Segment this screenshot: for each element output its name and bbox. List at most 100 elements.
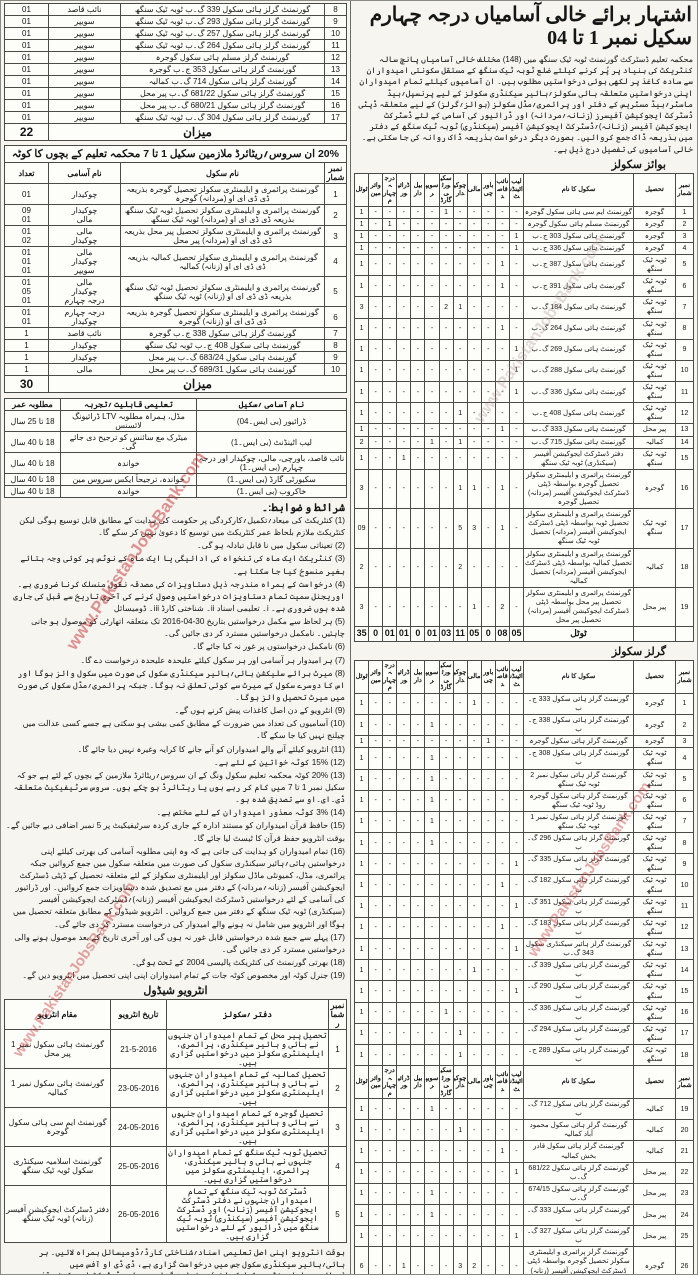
table-cell: - [494, 241, 510, 255]
column-header-cell: چوکیدار [452, 1065, 468, 1100]
table-cell: سویپر [48, 39, 121, 52]
table-cell: 08 [494, 626, 510, 642]
table-row: خاکروب (بی ایس۔1) خواندہ 18 تا 40 سال [4, 485, 347, 498]
table-cell: 01 05 01 [4, 276, 49, 307]
table-row: 13 ٹوبہ ٹیک سنگھ گورنمنٹ گرلز ہائیر سیکنڈر… [353, 938, 694, 961]
table-cell: ٹوبہ ٹیک سنگھ [633, 980, 676, 1003]
table-cell: 11 [675, 381, 694, 404]
table-cell: 7 [675, 810, 694, 834]
table-cell: سویپر [48, 51, 121, 64]
table-cell: - [494, 296, 510, 319]
table-cell: 09 01 [4, 204, 49, 226]
qualifications-table: نام آسامی ؍سکیل تعلیمی قابلیت ؍تجربہ مطلوب… [4, 398, 347, 498]
table-cell: - [410, 810, 426, 834]
table-cell: گورنمنٹ گرلز ہائی سکول 308 ج۔ب [523, 747, 634, 770]
table-cell: - [396, 714, 412, 737]
table-cell: 18 [675, 1043, 694, 1067]
table-cell: گورنمنٹ گرلز ہائی سکول 712 گ۔ب [523, 1098, 634, 1121]
table-cell: - [396, 735, 412, 749]
table-cell: - [424, 241, 440, 255]
table-cell: - [424, 938, 440, 961]
table-cell: 13 [675, 938, 694, 961]
table-cell: - [438, 692, 454, 716]
table-row: 3 گوجرہ گورنمنٹ گرلز ہائی سکول گوجرہ - -1- - -… [353, 735, 694, 749]
table-cell: گورنمنٹ پرائمری و ایلیمنٹری سکولز تحصیل … [523, 586, 634, 628]
table-cell: 1 [452, 435, 468, 449]
table-cell: - [396, 296, 412, 319]
table-cell: 22 [4, 123, 49, 141]
table-cell: سویپر [48, 87, 121, 100]
table-cell: - [494, 447, 510, 470]
table-cell: 1 [494, 508, 510, 549]
table-cell: 1 [452, 296, 468, 319]
table-cell: - [466, 338, 482, 361]
table-cell: 1 [4, 339, 49, 352]
table-cell: - [452, 241, 468, 255]
table-cell: گورنمنٹ ہائی سکول 184 گ۔ب [523, 296, 634, 319]
table-cell: - [438, 916, 454, 940]
table-cell: - [368, 980, 384, 1003]
table-cell: - [368, 1182, 384, 1205]
table-cell: - [410, 547, 426, 588]
table-cell: - [438, 275, 454, 298]
table-cell: - [438, 447, 454, 470]
table-cell: - [382, 338, 398, 361]
table-cell: - [382, 275, 398, 298]
table-cell: 1 [480, 735, 496, 749]
table-cell: 4 [328, 1146, 347, 1187]
table-cell: 6 [324, 306, 347, 328]
table-cell: - [410, 338, 426, 361]
table-cell: 30 [4, 375, 49, 393]
table-cell: - [438, 1119, 454, 1142]
table-cell: - [438, 229, 454, 243]
terms-item: انٹرویو کیلئے آنے والے امیدواران کو آنے … [77, 744, 329, 754]
table-cell: گورنمنٹ گرلز ہائی سکول گوجرہ [523, 735, 634, 749]
column-header-cell: سویپر [424, 660, 440, 694]
table-cell: 2 [438, 296, 454, 319]
table-cell: - [368, 895, 384, 918]
table-cell: گورنمنٹ گرلز ہائی سکول 294 گ۔ب [523, 1022, 634, 1045]
table-cell: - [438, 959, 454, 982]
table-cell: سویپر [48, 27, 121, 40]
table-cell: - [466, 423, 482, 437]
column-header-cell: نمبر شمار [675, 172, 694, 207]
table-cell: - [494, 810, 510, 834]
table-row: 3 تحصیل گوجرہ کے تمام امیدواران جنہوں نے … [4, 1107, 347, 1148]
table-cell: سویپر [48, 63, 121, 76]
table-cell: ٹوبہ ٹیک سنگھ [633, 874, 676, 897]
table-cell: مالی [48, 363, 121, 376]
table-cell: 13 [675, 423, 694, 437]
table-row: 7 گورنمنٹ گرلز ہائی سکول 338 ج۔ب گوجرہ نائ… [4, 327, 347, 340]
table-cell: 1 [353, 1161, 370, 1184]
table-cell: - [368, 735, 384, 749]
column-header-cell: تاریخ انٹرویو [110, 999, 167, 1031]
table-cell: 1 [353, 205, 370, 219]
ad-title: اشتہار برائے خالی آسامیاں درجہ چہارم سکی… [369, 4, 693, 49]
table-cell: 1 [353, 402, 370, 425]
table-cell: - [480, 810, 496, 834]
table-cell: ٹوبہ ٹیک سنگھ [633, 789, 676, 812]
table-cell: - [466, 1203, 482, 1227]
table-cell: - [368, 468, 384, 510]
table-cell: - [368, 586, 384, 628]
column-header-cell: مقام انٹرویو [4, 999, 111, 1031]
table-cell: - [368, 1225, 384, 1248]
table-cell: - [410, 1203, 426, 1227]
table-cell: - [466, 768, 482, 791]
table-row: 2 تحصیل کمالیہ کے تمام امیدواران جنہوں نے… [4, 1068, 347, 1109]
table-cell: 1 [508, 359, 525, 383]
table-cell [675, 626, 694, 642]
table-cell: گورنمنٹ گرلز ہائی سکول 336 گ۔ب [523, 1001, 634, 1024]
table-cell: - [396, 938, 412, 961]
table-cell: - [382, 253, 398, 277]
table-cell: - [438, 402, 454, 425]
table-cell: - [494, 1022, 510, 1045]
table-cell: - [396, 1022, 412, 1045]
table-cell: 1 [494, 916, 510, 940]
table-cell: - [396, 832, 412, 855]
table-cell: گورنمنٹ گرلز ہائی سکول 293 گ۔ب ٹوبہ ٹیک … [120, 15, 325, 28]
table-cell: 1 [508, 853, 525, 876]
terms-item: 3% کوٹہ معذور امیدواران کے لئے مختص ہے۔ [156, 808, 329, 818]
table-cell: - [438, 241, 454, 255]
table-cell: - [382, 468, 398, 510]
